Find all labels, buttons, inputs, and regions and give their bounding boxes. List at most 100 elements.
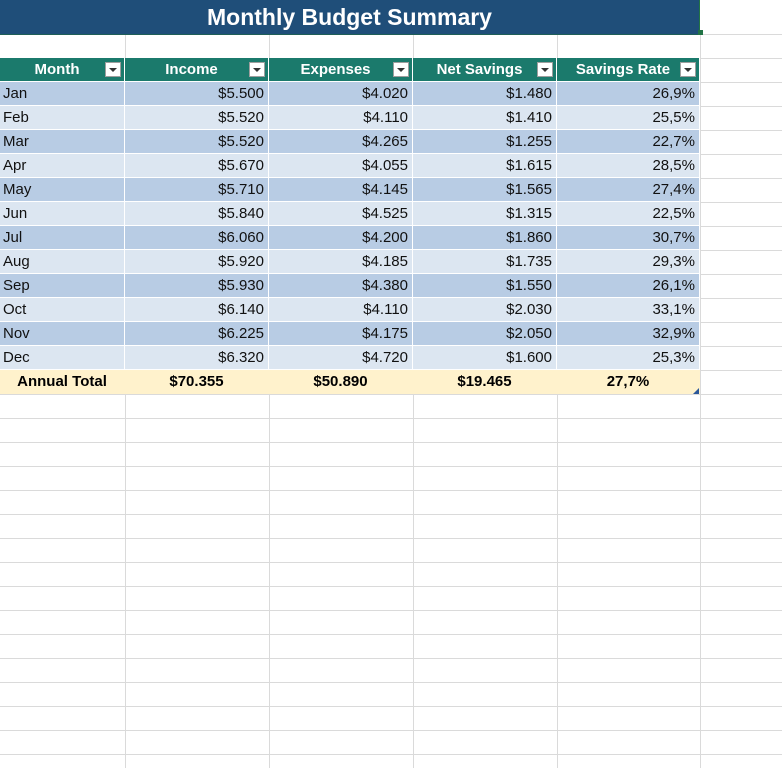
total-expenses[interactable]: $50.890 (269, 370, 413, 394)
cell-expenses[interactable]: $4.175 (269, 322, 413, 346)
grid-row-line (0, 490, 782, 491)
table-row: Aug $5.920 $4.185 $1.735 29,3% (0, 250, 700, 274)
header-net-savings[interactable]: Net Savings (413, 58, 557, 82)
cell-net[interactable]: $1.565 (413, 178, 557, 202)
table-row: Sep $5.930 $4.380 $1.550 26,1% (0, 274, 700, 298)
cell-rate[interactable]: 27,4% (557, 178, 700, 202)
cell-month[interactable]: Jan (0, 82, 125, 106)
cell-net[interactable]: $1.600 (413, 346, 557, 370)
cell-income[interactable]: $5.920 (125, 250, 269, 274)
cell-income[interactable]: $5.930 (125, 274, 269, 298)
cell-net[interactable]: $1.550 (413, 274, 557, 298)
cell-rate[interactable]: 25,3% (557, 346, 700, 370)
cell-month[interactable]: Sep (0, 274, 125, 298)
cell-month[interactable]: Nov (0, 322, 125, 346)
cell-rate[interactable]: 29,3% (557, 250, 700, 274)
header-expenses[interactable]: Expenses (269, 58, 413, 82)
grid-column-line (269, 34, 270, 768)
grid-row-line (0, 586, 782, 587)
cell-expenses[interactable]: $4.110 (269, 106, 413, 130)
total-savings-rate[interactable]: 27,7% (557, 370, 700, 394)
cell-month[interactable]: Aug (0, 250, 125, 274)
cell-income[interactable]: $5.520 (125, 130, 269, 154)
cell-rate[interactable]: 26,1% (557, 274, 700, 298)
cell-income[interactable]: $6.320 (125, 346, 269, 370)
table-header-row: Month Income Expenses Net Savings Saving… (0, 58, 700, 82)
cell-month[interactable]: Feb (0, 106, 125, 130)
grid-column-line (700, 34, 701, 768)
cell-expenses[interactable]: $4.145 (269, 178, 413, 202)
header-savings-rate[interactable]: Savings Rate (557, 58, 700, 82)
header-label: Net Savings (436, 61, 523, 78)
grid-row-line (0, 730, 782, 731)
cell-net[interactable]: $1.480 (413, 82, 557, 106)
cell-expenses[interactable]: $4.185 (269, 250, 413, 274)
grid-row-line (0, 682, 782, 683)
cell-net[interactable]: $1.735 (413, 250, 557, 274)
cell-rate[interactable]: 28,5% (557, 154, 700, 178)
chevron-down-icon[interactable] (537, 62, 553, 77)
cell-rate[interactable]: 22,5% (557, 202, 700, 226)
cell-month[interactable]: Jul (0, 226, 125, 250)
cell-net[interactable]: $1.255 (413, 130, 557, 154)
cell-net[interactable]: $2.050 (413, 322, 557, 346)
header-income[interactable]: Income (125, 58, 269, 82)
cell-net[interactable]: $1.615 (413, 154, 557, 178)
chevron-down-icon[interactable] (105, 62, 121, 77)
total-income[interactable]: $70.355 (125, 370, 269, 394)
cell-expenses[interactable]: $4.110 (269, 298, 413, 322)
cell-month[interactable]: Dec (0, 346, 125, 370)
cell-expenses[interactable]: $4.055 (269, 154, 413, 178)
cell-expenses[interactable]: $4.525 (269, 202, 413, 226)
total-row: Annual Total $70.355 $50.890 $19.465 27,… (0, 370, 700, 394)
total-net-savings[interactable]: $19.465 (413, 370, 557, 394)
cell-expenses[interactable]: $4.200 (269, 226, 413, 250)
grid-row-line (0, 466, 782, 467)
cell-net[interactable]: $1.410 (413, 106, 557, 130)
cell-rate[interactable]: 32,9% (557, 322, 700, 346)
grid-row-line (0, 538, 782, 539)
cell-rate[interactable]: 22,7% (557, 130, 700, 154)
cell-rate[interactable]: 25,5% (557, 106, 700, 130)
cell-income[interactable]: $5.670 (125, 154, 269, 178)
cell-expenses[interactable]: $4.380 (269, 274, 413, 298)
cell-month[interactable]: Jun (0, 202, 125, 226)
cell-rate[interactable]: 26,9% (557, 82, 700, 106)
fill-handle[interactable] (698, 30, 703, 35)
table-row: Apr $5.670 $4.055 $1.615 28,5% (0, 154, 700, 178)
cell-income[interactable]: $5.500 (125, 82, 269, 106)
cell-expenses[interactable]: $4.720 (269, 346, 413, 370)
table-resize-handle[interactable] (693, 388, 699, 394)
grid-row-line (0, 610, 782, 611)
cell-income[interactable]: $6.140 (125, 298, 269, 322)
cell-expenses[interactable]: $4.265 (269, 130, 413, 154)
cell-month[interactable]: Mar (0, 130, 125, 154)
table-row: Mar $5.520 $4.265 $1.255 22,7% (0, 130, 700, 154)
cell-net[interactable]: $1.860 (413, 226, 557, 250)
page-title[interactable]: Monthly Budget Summary (0, 0, 699, 35)
table-row: Jan $5.500 $4.020 $1.480 26,9% (0, 82, 700, 106)
chevron-down-icon[interactable] (393, 62, 409, 77)
grid-row-line (0, 562, 782, 563)
table-row: Feb $5.520 $4.110 $1.410 25,5% (0, 106, 700, 130)
chevron-down-icon[interactable] (680, 62, 696, 77)
grid-column-line (413, 34, 414, 768)
cell-rate[interactable]: 30,7% (557, 226, 700, 250)
cell-income[interactable]: $5.710 (125, 178, 269, 202)
header-label: Savings Rate (575, 61, 671, 78)
cell-month[interactable]: Oct (0, 298, 125, 322)
cell-expenses[interactable]: $4.020 (269, 82, 413, 106)
cell-income[interactable]: $6.060 (125, 226, 269, 250)
total-label[interactable]: Annual Total (0, 370, 125, 394)
cell-income[interactable]: $5.840 (125, 202, 269, 226)
header-month[interactable]: Month (0, 58, 125, 82)
cell-rate[interactable]: 33,1% (557, 298, 700, 322)
cell-income[interactable]: $5.520 (125, 106, 269, 130)
cell-income[interactable]: $6.225 (125, 322, 269, 346)
cell-month[interactable]: May (0, 178, 125, 202)
header-label: Income (165, 61, 218, 78)
chevron-down-icon[interactable] (249, 62, 265, 77)
cell-net[interactable]: $1.315 (413, 202, 557, 226)
cell-net[interactable]: $2.030 (413, 298, 557, 322)
cell-month[interactable]: Apr (0, 154, 125, 178)
